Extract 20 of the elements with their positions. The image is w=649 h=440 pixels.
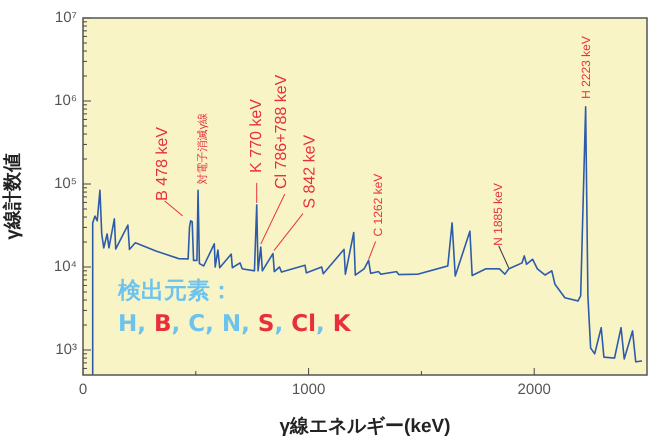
- annotation: N 1885 keV: [491, 183, 506, 246]
- annotation: Cl 786+788 keV: [273, 74, 290, 190]
- x-tick-label: 2000: [518, 381, 551, 398]
- annotation: S 842 keV: [301, 134, 318, 209]
- x-axis-title: γ線エネルギー(keV): [279, 416, 451, 437]
- y-tick-label: 10⁶: [54, 92, 77, 110]
- annotation: 対電子消滅γ線: [196, 112, 210, 184]
- x-tick-label: 0: [78, 381, 88, 398]
- annotation: 検出元素：: [118, 277, 233, 306]
- y-tick-label: 10⁴: [54, 258, 77, 276]
- y-tick-label: 10⁷: [54, 9, 77, 26]
- annotation: B 478 keV: [154, 126, 172, 201]
- y-axis-title: γ線計数値: [2, 153, 24, 240]
- x-tick-label: 1000: [292, 381, 326, 398]
- annotation: H 2223 keV: [578, 36, 593, 99]
- y-tick-label: 10⁵: [54, 175, 77, 192]
- annotation: C 1262 keV: [370, 174, 385, 236]
- text: H, B, C, N, S, Cl, K: [118, 311, 351, 337]
- annotation: K 770 keV: [248, 98, 266, 173]
- y-tick-label: 10³: [55, 341, 77, 358]
